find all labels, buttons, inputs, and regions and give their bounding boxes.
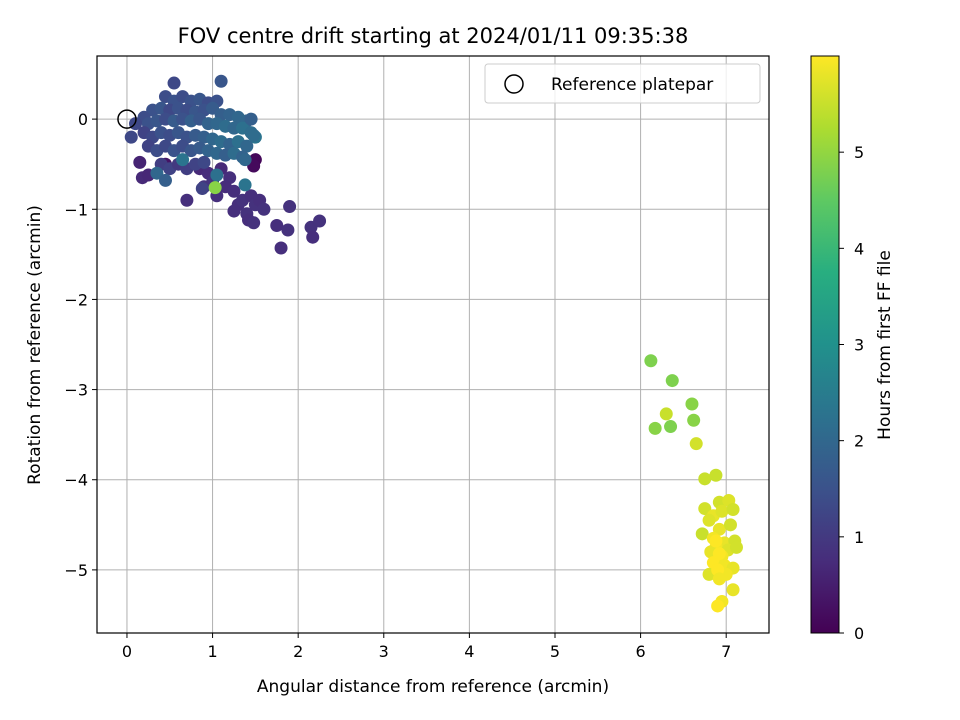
data-point	[698, 502, 712, 516]
x-tick-label: 0	[122, 642, 132, 661]
data-point	[208, 181, 222, 195]
legend-label: Reference platepar	[551, 75, 713, 95]
colorbar-tick-label: 0	[854, 624, 864, 643]
data-point	[702, 513, 716, 527]
data-point	[227, 204, 241, 218]
data-point	[711, 599, 725, 613]
chart-title: FOV centre drift starting at 2024/01/11 …	[178, 24, 689, 48]
data-point	[270, 218, 284, 232]
grid-lines	[97, 56, 769, 633]
data-point	[685, 397, 699, 411]
colorbar-tick-label: 4	[854, 239, 864, 258]
data-point	[664, 420, 678, 434]
data-point	[195, 182, 209, 196]
y-tick-label: −2	[64, 290, 88, 309]
data-point	[176, 153, 190, 167]
data-point	[167, 76, 181, 90]
colorbar-ticks: 0 1 2 3 4 5	[839, 143, 864, 643]
data-point	[124, 130, 138, 144]
y-tick-label: 0	[78, 110, 88, 129]
data-point	[689, 437, 703, 451]
data-point	[648, 421, 662, 435]
data-point	[698, 472, 712, 486]
data-point	[210, 168, 224, 182]
legend: Reference platepar	[484, 63, 761, 104]
data-point	[283, 200, 297, 214]
data-point	[644, 354, 658, 368]
data-point	[238, 153, 252, 167]
x-axis-ticks: 0 1 2 3 4 5 6 7	[122, 633, 731, 661]
data-point	[158, 173, 172, 187]
x-tick-label: 5	[550, 642, 560, 661]
colorbar-tick-label: 2	[854, 432, 864, 451]
data-points	[124, 74, 743, 613]
data-point	[313, 214, 327, 228]
colorbar-tick-label: 5	[854, 143, 864, 162]
data-point	[687, 413, 701, 427]
colorbar-tick-label: 3	[854, 336, 864, 355]
data-point	[709, 534, 723, 548]
data-point	[306, 230, 320, 244]
y-tick-label: −5	[64, 561, 88, 580]
colorbar-tick-label: 1	[854, 528, 864, 547]
data-point	[247, 128, 261, 142]
data-point	[695, 527, 709, 541]
plot-frame	[96, 55, 770, 634]
data-point	[281, 223, 295, 237]
x-tick-label: 2	[293, 642, 303, 661]
x-tick-label: 6	[635, 642, 645, 661]
y-tick-label: −4	[64, 471, 88, 490]
data-point	[244, 112, 258, 126]
data-point	[197, 155, 211, 169]
data-point	[712, 572, 726, 586]
data-point	[240, 139, 254, 153]
data-point	[238, 178, 252, 192]
x-tick-label: 3	[379, 642, 389, 661]
data-point	[214, 74, 228, 88]
reference-platepar-marker	[117, 109, 137, 129]
x-tick-label: 4	[464, 642, 474, 661]
data-point	[274, 241, 288, 255]
data-point	[180, 193, 194, 207]
data-point	[257, 202, 271, 216]
data-point	[726, 502, 740, 516]
x-axis-label: Angular distance from reference (arcmin)	[257, 677, 609, 697]
data-point	[709, 468, 723, 482]
data-point	[715, 504, 729, 518]
colorbar: 0 1 2 3 4 5 Hours from first FF file	[810, 55, 895, 643]
y-tick-label: −3	[64, 381, 88, 400]
data-point	[723, 518, 737, 532]
data-point	[150, 166, 164, 180]
legend-box	[484, 63, 761, 104]
colorbar-gradient	[810, 55, 840, 634]
data-point	[227, 184, 241, 198]
y-tick-label: −1	[64, 200, 88, 219]
data-point	[729, 540, 743, 554]
x-tick-label: 7	[721, 642, 731, 661]
data-point	[133, 155, 147, 169]
data-point	[247, 216, 261, 230]
legend-open-circle-icon	[504, 74, 524, 94]
data-point	[665, 374, 679, 388]
x-tick-label: 1	[207, 642, 217, 661]
y-axis-label: Rotation from reference (arcmin)	[25, 205, 45, 485]
y-axis-ticks: 0 −1 −2 −3 −4 −5	[64, 110, 97, 580]
data-point	[712, 547, 726, 561]
data-point	[659, 407, 673, 421]
data-point	[726, 583, 740, 597]
colorbar-label: Hours from first FF file	[875, 250, 895, 440]
